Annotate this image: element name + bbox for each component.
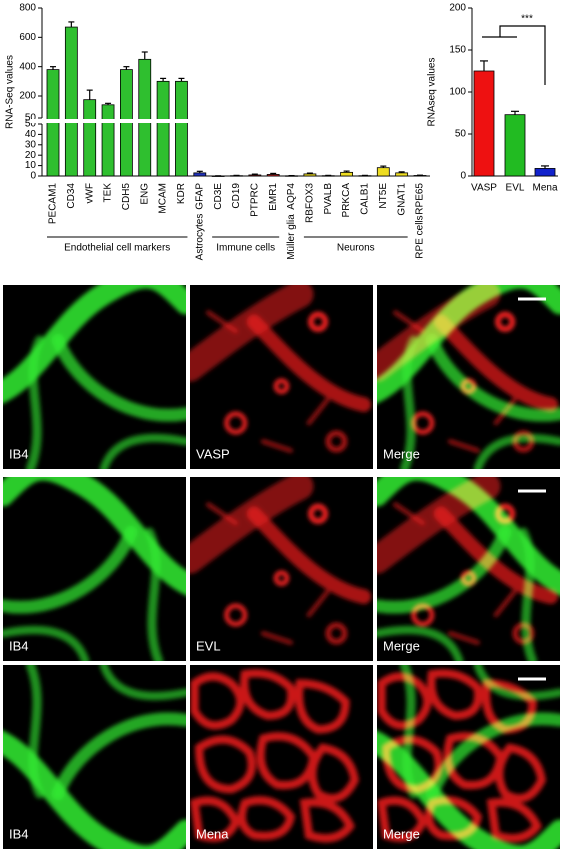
bar bbox=[101, 104, 115, 177]
panel-label: IB4 bbox=[9, 826, 29, 841]
x-tick-label: CD3E bbox=[213, 183, 224, 210]
image-panels: IB4 VASP Merge IB4 EVL Merge IB4 Mena Merge bbox=[3, 285, 560, 849]
x-tick-label: PTPRC bbox=[249, 183, 260, 217]
x-tick-label: RBFOX3 bbox=[305, 183, 316, 223]
group-label: Endothelial cell markers bbox=[64, 243, 170, 254]
x-tick-label: ENG bbox=[139, 183, 150, 205]
bar bbox=[83, 99, 97, 177]
x-tick-label: PRKCA bbox=[341, 183, 352, 218]
y-tick-label: 200 bbox=[19, 91, 36, 102]
y-tick-label: 100 bbox=[449, 87, 466, 98]
x-tick-label: EVL bbox=[506, 183, 525, 194]
micrograph bbox=[377, 665, 560, 849]
bar bbox=[303, 173, 317, 177]
micrograph bbox=[377, 285, 560, 469]
micrograph bbox=[3, 665, 186, 849]
bar bbox=[376, 167, 390, 177]
x-tick-label: KDR bbox=[176, 183, 187, 204]
y-tick-label: 0 bbox=[30, 171, 36, 182]
x-tick-label: CD34 bbox=[66, 183, 77, 209]
significance-bracket bbox=[482, 25, 546, 85]
panel-label: Merge bbox=[383, 446, 420, 461]
x-tick-label: CDH5 bbox=[121, 183, 132, 211]
x-tick-label: RPE65 bbox=[415, 183, 426, 215]
y-tick-label: 50 bbox=[25, 113, 37, 124]
bar bbox=[156, 80, 170, 177]
bar bbox=[193, 172, 207, 177]
x-tick-label: MCAM bbox=[158, 183, 169, 214]
group-label: RPE cells bbox=[415, 215, 426, 258]
micrograph bbox=[377, 477, 560, 661]
y-tick-label: 150 bbox=[449, 45, 466, 56]
axis-break bbox=[30, 119, 190, 123]
micrograph bbox=[3, 285, 186, 469]
x-tick-label: TEK bbox=[103, 183, 114, 203]
y-tick-label: 200 bbox=[449, 3, 466, 14]
x-tick-label: GNAT1 bbox=[396, 183, 407, 216]
group-label: Müller glia bbox=[286, 214, 297, 260]
bar bbox=[138, 58, 152, 177]
x-tick-label: vWF bbox=[84, 183, 95, 204]
x-tick-label: Mena bbox=[532, 183, 557, 194]
bar bbox=[504, 114, 526, 177]
bar bbox=[340, 171, 354, 177]
group-label: Astrocytes bbox=[194, 214, 205, 261]
y-tick-label: 40 bbox=[25, 129, 37, 140]
y-tick-label: 10 bbox=[25, 160, 37, 171]
panel-label: Merge bbox=[383, 826, 420, 841]
panel-label: Merge bbox=[383, 638, 420, 653]
micrograph bbox=[3, 477, 186, 661]
bar bbox=[175, 80, 188, 177]
micrograph bbox=[190, 665, 373, 849]
x-tick-label: EMR1 bbox=[268, 183, 279, 211]
bar bbox=[248, 174, 262, 177]
x-tick-label: VASP bbox=[471, 183, 497, 194]
x-tick-label: AQP4 bbox=[286, 183, 297, 210]
y-tick-label: 800 bbox=[19, 3, 36, 14]
y-axis-label: RNAseq values bbox=[427, 58, 438, 127]
bar bbox=[266, 174, 280, 177]
panel-label: IB4 bbox=[9, 638, 29, 653]
bar bbox=[534, 168, 556, 177]
bar bbox=[395, 172, 409, 177]
y-tick-label: 400 bbox=[19, 61, 36, 72]
panel-label: IB4 bbox=[9, 446, 29, 461]
y-tick-label: 50 bbox=[25, 119, 37, 130]
y-tick-label: 0 bbox=[460, 171, 466, 182]
micrograph bbox=[190, 285, 373, 469]
panel-label: EVL bbox=[196, 638, 221, 653]
panel-label: VASP bbox=[196, 446, 230, 461]
bar bbox=[64, 26, 78, 177]
x-tick-label: GFAP bbox=[194, 183, 205, 210]
panel-label: Mena bbox=[196, 826, 229, 841]
x-tick-label: NT5E bbox=[378, 183, 389, 209]
y-axis-label: RNA-Seq values bbox=[5, 55, 16, 129]
bar bbox=[473, 70, 495, 177]
x-tick-label: CD19 bbox=[231, 183, 242, 209]
annotation: *** bbox=[521, 14, 533, 25]
y-tick-label: 50 bbox=[455, 129, 467, 140]
y-tick-label: 600 bbox=[19, 32, 36, 43]
micrograph bbox=[190, 477, 373, 661]
group-label: Neurons bbox=[337, 243, 375, 254]
y-tick-label: 20 bbox=[25, 150, 37, 161]
y-tick-label: 30 bbox=[25, 139, 37, 150]
x-tick-label: CALB1 bbox=[360, 183, 371, 215]
x-tick-label: PVALB bbox=[323, 183, 334, 215]
x-tick-label: PECAM1 bbox=[48, 183, 59, 225]
group-label: Immune cells bbox=[216, 243, 275, 254]
